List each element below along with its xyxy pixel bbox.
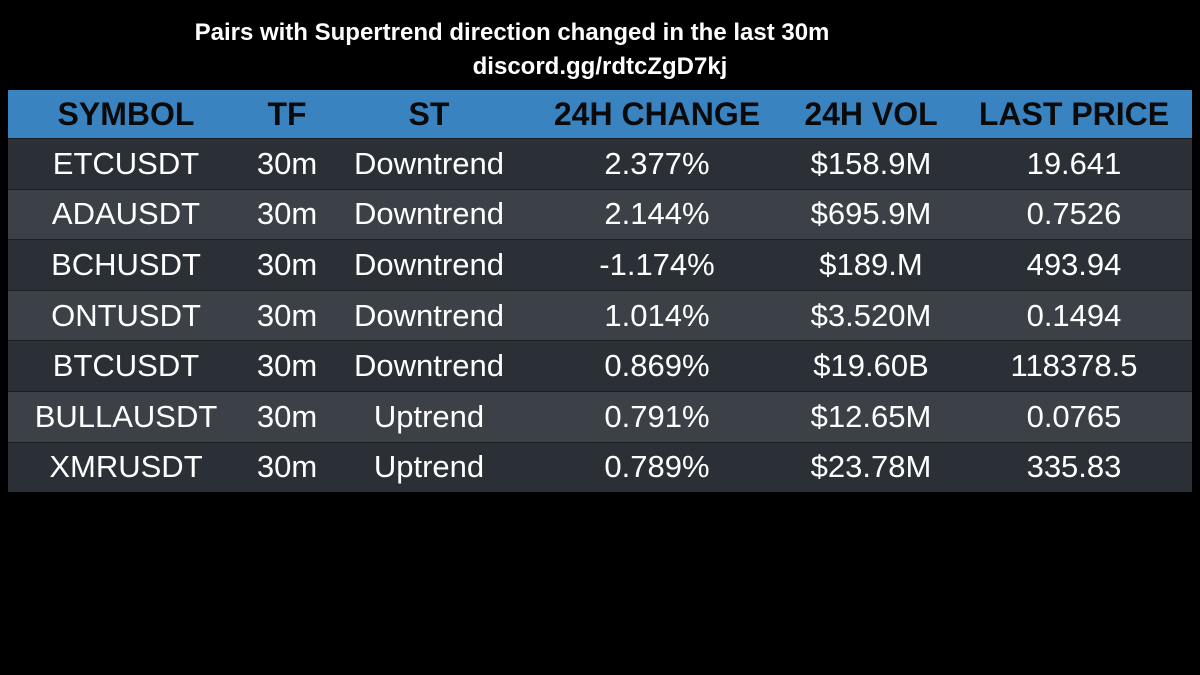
cell-last-price: 118378.5 bbox=[956, 340, 1192, 392]
cell-symbol: XMRUSDT bbox=[8, 441, 244, 493]
pairs-table: SYMBOL TF ST 24H CHANGE 24H VOL LAST PRI… bbox=[8, 90, 1192, 493]
table-row: BCHUSDT 30m Downtrend -1.174% $189.M 493… bbox=[8, 239, 1192, 291]
discord-link[interactable]: discord.gg/rdtcZgD7kj bbox=[472, 53, 728, 80]
cell-last-price: 493.94 bbox=[956, 239, 1192, 291]
cell-24h-change: 2.377% bbox=[528, 138, 786, 190]
cell-last-price: 0.1494 bbox=[956, 289, 1192, 341]
cell-tf: 30m bbox=[244, 289, 330, 341]
cell-st: Downtrend bbox=[330, 138, 528, 190]
cell-24h-vol: $695.9M bbox=[786, 188, 956, 240]
cell-24h-vol: $189.M bbox=[786, 239, 956, 291]
column-header-tf: TF bbox=[244, 90, 330, 139]
cell-last-price: 19.641 bbox=[956, 138, 1192, 190]
cell-symbol: BTCUSDT bbox=[8, 340, 244, 392]
cell-symbol: ONTUSDT bbox=[8, 289, 244, 341]
cell-24h-vol: $12.65M bbox=[786, 390, 956, 443]
cell-tf: 30m bbox=[244, 390, 330, 443]
cell-24h-vol: $3.520M bbox=[786, 289, 956, 341]
cell-tf: 30m bbox=[244, 441, 330, 493]
column-header-24h-vol: 24H VOL bbox=[786, 90, 956, 139]
cell-24h-change: -1.174% bbox=[528, 239, 786, 291]
table-header-row: SYMBOL TF ST 24H CHANGE 24H VOL LAST PRI… bbox=[8, 90, 1192, 139]
cell-symbol: ETCUSDT bbox=[8, 138, 244, 190]
cell-24h-change: 0.869% bbox=[528, 340, 786, 392]
table-row: XMRUSDT 30m Uptrend 0.789% $23.78M 335.8… bbox=[8, 441, 1192, 493]
page-title: Pairs with Supertrend direction changed … bbox=[194, 19, 830, 46]
table-row: BULLAUSDT 30m Uptrend 0.791% $12.65M 0.0… bbox=[8, 390, 1192, 443]
cell-st: Downtrend bbox=[330, 340, 528, 392]
table-row: ADAUSDT 30m Downtrend 2.144% $695.9M 0.7… bbox=[8, 188, 1192, 240]
column-header-symbol: SYMBOL bbox=[8, 90, 244, 139]
cell-last-price: 0.0765 bbox=[956, 390, 1192, 443]
cell-24h-change: 1.014% bbox=[528, 289, 786, 341]
cell-24h-change: 0.789% bbox=[528, 441, 786, 493]
cell-last-price: 335.83 bbox=[956, 441, 1192, 493]
cell-last-price: 0.7526 bbox=[956, 188, 1192, 240]
cell-st: Downtrend bbox=[330, 188, 528, 240]
table-row: ONTUSDT 30m Downtrend 1.014% $3.520M 0.1… bbox=[8, 289, 1192, 341]
cell-symbol: ADAUSDT bbox=[8, 188, 244, 240]
cell-st: Downtrend bbox=[330, 239, 528, 291]
cell-tf: 30m bbox=[244, 340, 330, 392]
cell-24h-vol: $23.78M bbox=[786, 441, 956, 493]
column-header-24h-change: 24H CHANGE bbox=[528, 90, 786, 139]
cell-24h-change: 0.791% bbox=[528, 390, 786, 443]
table-row: ETCUSDT 30m Downtrend 2.377% $158.9M 19.… bbox=[8, 138, 1192, 190]
cell-tf: 30m bbox=[244, 188, 330, 240]
cell-24h-change: 2.144% bbox=[528, 188, 786, 240]
column-header-last-price: LAST PRICE bbox=[956, 90, 1192, 139]
table-row: BTCUSDT 30m Downtrend 0.869% $19.60B 118… bbox=[8, 340, 1192, 392]
cell-st: Downtrend bbox=[330, 289, 528, 341]
cell-symbol: BULLAUSDT bbox=[8, 390, 244, 443]
cell-tf: 30m bbox=[244, 138, 330, 190]
cell-tf: 30m bbox=[244, 239, 330, 291]
cell-st: Uptrend bbox=[330, 390, 528, 443]
cell-24h-vol: $158.9M bbox=[786, 138, 956, 190]
cell-st: Uptrend bbox=[330, 441, 528, 493]
cell-24h-vol: $19.60B bbox=[786, 340, 956, 392]
column-header-st: ST bbox=[330, 90, 528, 139]
cell-symbol: BCHUSDT bbox=[8, 239, 244, 291]
